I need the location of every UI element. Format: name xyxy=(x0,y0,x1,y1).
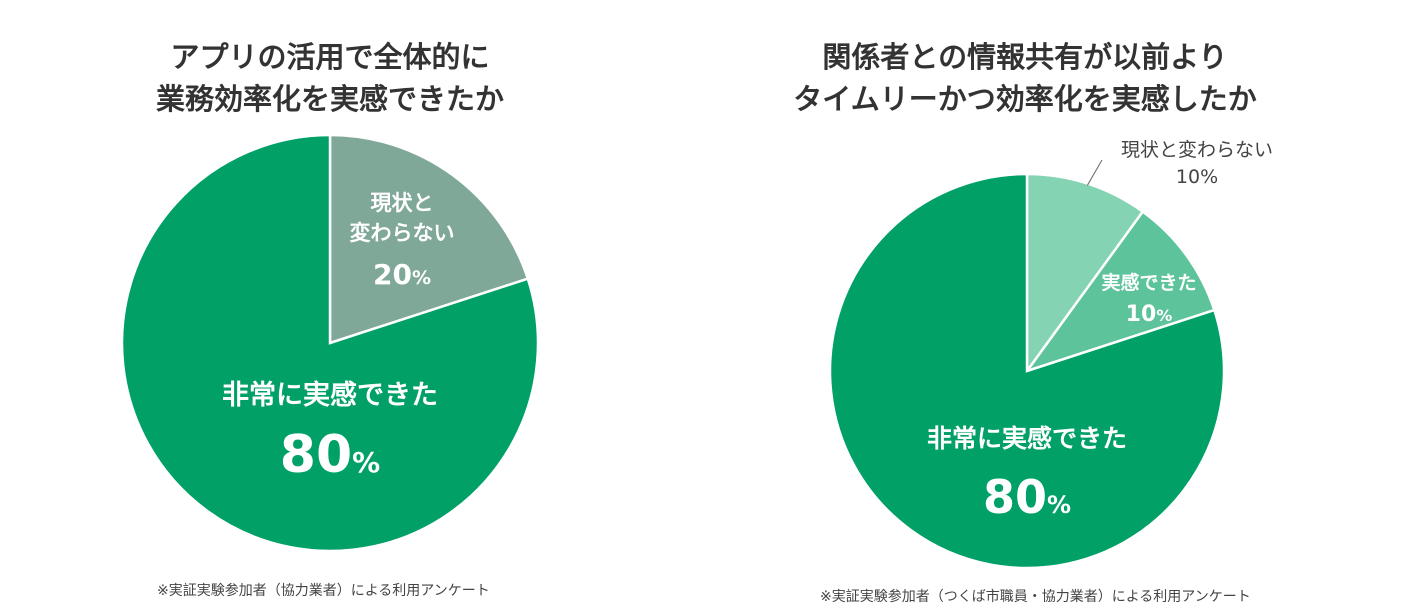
right-pie-slice-2 xyxy=(828,172,1226,570)
left-pie-slice-1-value: 80% xyxy=(280,425,380,485)
left-pie-slice-1-value-number: 80 xyxy=(280,425,352,485)
left-pie-slice-0 xyxy=(328,133,530,345)
right-pie-slice-2-label: 非常に実感できた 80% xyxy=(927,424,1127,524)
left-title-line-1: アプリの活用で全体的に xyxy=(170,40,490,74)
left-pie-slice-1-value-unit: % xyxy=(352,446,380,479)
left-pie-slice-0-value-unit: % xyxy=(412,267,431,289)
left-pie-slice-1-label-line-0: 非常に実感できた xyxy=(222,379,438,411)
right-pie-slice-0-value-unit: % xyxy=(1200,166,1218,188)
right-pie-slice-0-value: 10% xyxy=(1176,166,1218,188)
left-pie-slice-1 xyxy=(120,133,540,553)
left-chart-panel: アプリの活用で全体的に 業務効率化を実感できたか 現状と 変わらない 20% 非常に実… xyxy=(0,0,705,616)
left-pie-slice-0-label: 現状と変わらない 20% xyxy=(350,191,455,291)
left-pie-slice-0-value: 20% xyxy=(373,258,431,291)
left-pie-slice-0-label-line-1: 変わらない xyxy=(350,221,455,245)
left-pie-slice-0-value-number: 20 xyxy=(373,258,412,291)
right-title-line-1: 関係者との情報共有が以前より xyxy=(822,40,1228,74)
right-pie-slice-2-label-line-0: 非常に実感できた xyxy=(927,424,1127,453)
left-pie-slice-1-label: 非常に実感できた 80% xyxy=(222,379,438,485)
right-pie-slice-1 xyxy=(1023,209,1216,374)
right-pie-slice-0-leader-line xyxy=(1086,159,1103,186)
right-pie-slice-0-value-number: 10 xyxy=(1176,166,1200,188)
right-title-line-2: タイムリーかつ効率化を実感したか xyxy=(793,82,1257,116)
left-pie-chart: 現状と変わらない 20% 非常に実感できた 80% xyxy=(120,133,540,553)
left-pie-slice-0-label-line-0: 現状と xyxy=(371,191,434,215)
right-pie-slice-2-value-unit: % xyxy=(1047,491,1071,519)
right-pie-slice-2-value: 80% xyxy=(983,470,1071,524)
left-footnote: ※実証実験参加者（協力業者）による利用アンケート xyxy=(157,583,490,599)
right-pie-slice-1-value: 10% xyxy=(1126,302,1173,327)
right-pie-slice-0-label-line-0: 現状と変わらない xyxy=(1121,139,1273,161)
left-chart-title: アプリの活用で全体的に 業務効率化を実感できたか xyxy=(0,36,660,120)
right-pie-slice-0-label: 現状と変わらない 10% xyxy=(1121,139,1273,188)
right-pie-chart: 現状と変わらない 10% 実感できた 10% 非常に実感できた 80% xyxy=(828,139,1273,570)
right-chart-title: 関係者との情報共有が以前より タイムリーかつ効率化を実感したか xyxy=(705,36,1345,120)
right-footnote: ※実証実験参加者（つくば市職員・協力業者）による利用アンケート xyxy=(820,589,1251,605)
right-pie-slice-1-value-unit: % xyxy=(1156,306,1172,325)
right-pie-slice-1-label-line-0: 実感できた xyxy=(1101,271,1196,294)
right-chart-panel: 関係者との情報共有が以前より タイムリーかつ効率化を実感したか 現状と変わらない… xyxy=(705,0,1411,616)
right-pie-slice-1-label: 実感できた 10% xyxy=(1101,271,1196,327)
right-pie-slice-1-value-number: 10 xyxy=(1126,302,1157,327)
right-pie-slice-2-value-number: 80 xyxy=(983,470,1047,524)
left-title-line-2: 業務効率化を実感できたか xyxy=(155,82,504,116)
